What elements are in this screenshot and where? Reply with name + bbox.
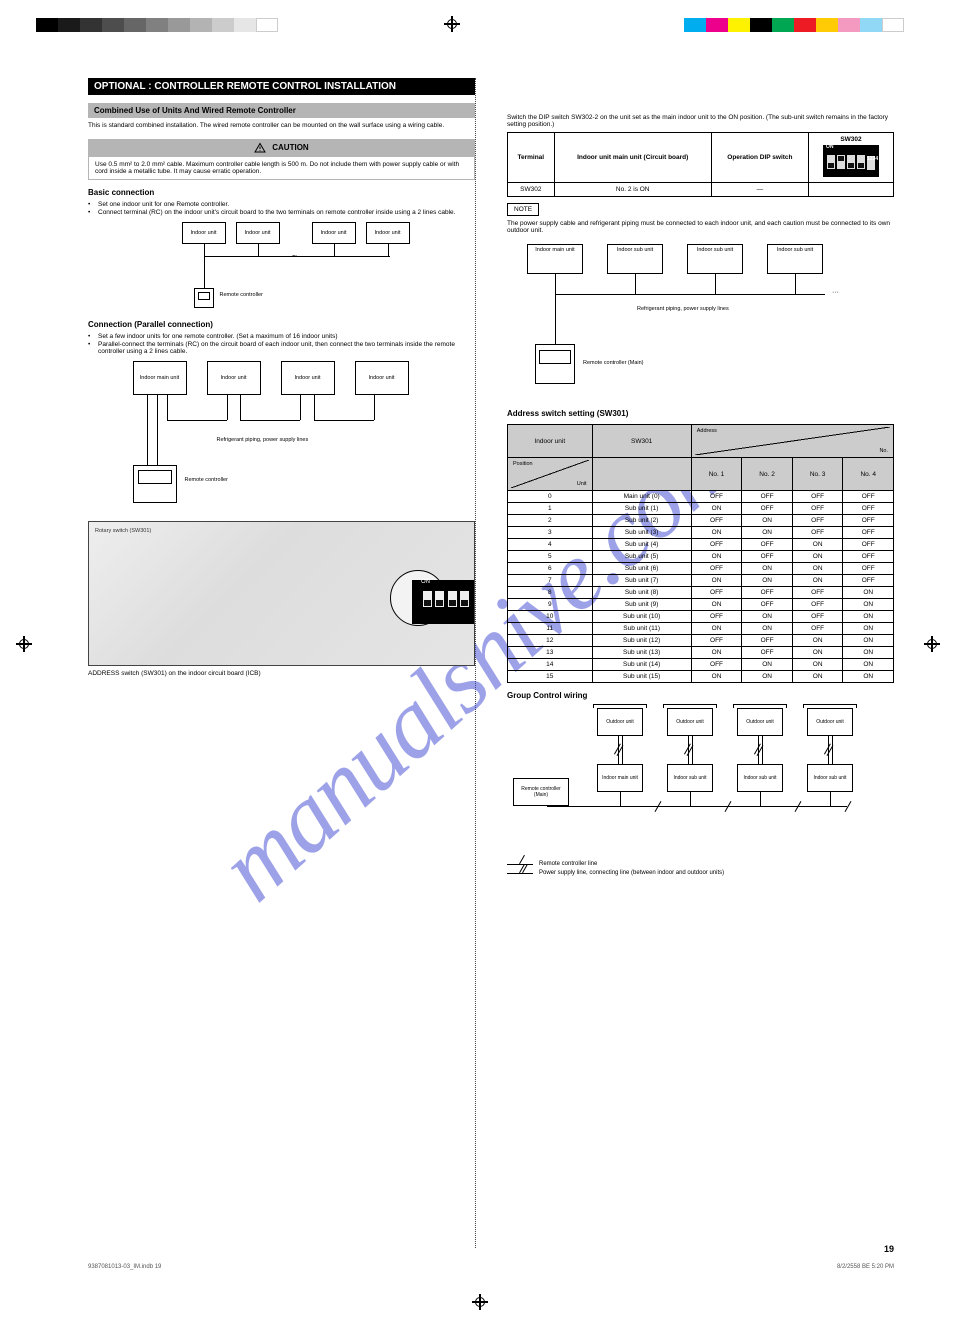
section-title: OPTIONAL : CONTROLLER REMOTE CONTROL INS…	[88, 78, 475, 95]
basic-bullets: •Set one indoor unit for one Remote cont…	[88, 201, 475, 216]
dip-switch-table: Terminal Indoor unit main unit (Circuit …	[507, 132, 894, 197]
pcb-caption: ADDRESS switch (SW301) on the indoor cir…	[88, 670, 475, 677]
table-row: 9Sub unit (9)ONOFFOFFON	[508, 599, 894, 611]
table-row: 12Sub unit (12)OFFOFFONON	[508, 635, 894, 647]
page-number: 19	[884, 1244, 894, 1254]
table-row: 7Sub unit (7)ONONONOFF	[508, 575, 894, 587]
footer-date: 8/2/2558 BE 5:20 PM	[837, 1264, 894, 1270]
table-row: 13Sub unit (13)ONOFFONON	[508, 647, 894, 659]
caution-label: CAUTION	[272, 143, 308, 152]
note-label: NOTE	[507, 203, 539, 216]
caution-body: Use 0.5 mm² to 2.0 mm² cable. Maximum co…	[88, 157, 475, 180]
address-table: Indoor unit SW301 AddressNo. PositionUni…	[507, 424, 894, 683]
basic-header: Basic connection	[88, 188, 475, 197]
table-row: 8Sub unit (8)OFFOFFOFFON	[508, 587, 894, 599]
table-row: 5Sub unit (5)ONOFFONOFF	[508, 551, 894, 563]
right-column: Switch the DIP switch SW302-2 on the uni…	[507, 78, 894, 1276]
table-row: 10Sub unit (10)OFFONOFFON	[508, 611, 894, 623]
table-row: 4Sub unit (4)OFFOFFONOFF	[508, 539, 894, 551]
table-row: 6Sub unit (6)OFFONONOFF	[508, 563, 894, 575]
table-row: 2Sub unit (2)OFFONOFFOFF	[508, 515, 894, 527]
group-wiring-diagram: Outdoor unit Outdoor unit Outdoor unit O…	[507, 708, 894, 858]
dip-switch-callout: ON	[412, 580, 475, 624]
table-row: 11Sub unit (11)ONONOFFON	[508, 623, 894, 635]
print-grayscale-bar	[36, 18, 278, 32]
intro-text: This is standard combined installation. …	[88, 122, 475, 129]
table-row: 1Sub unit (1)ONOFFOFFOFF	[508, 503, 894, 515]
addr-table-title: Address switch setting (SW301)	[507, 409, 894, 418]
table-row: 14Sub unit (14)OFFONONON	[508, 659, 894, 671]
table-row: 3Sub unit (3)ONONOFFOFF	[508, 527, 894, 539]
reg-mark-icon	[16, 636, 32, 652]
reg-mark-icon	[444, 16, 460, 32]
parallel-header: Connection (Parallel connection)	[88, 320, 475, 329]
group-header: Group Control wiring	[507, 691, 894, 700]
reg-mark-icon	[924, 636, 940, 652]
note-body: The power supply cable and refrigerant p…	[507, 220, 894, 234]
legend-double: Power supply line, connecting line (betw…	[507, 870, 894, 876]
caution-box: CAUTION Use 0.5 mm² to 2.0 mm² cable. Ma…	[88, 139, 475, 180]
case2-intro: Switch the DIP switch SW302-2 on the uni…	[507, 114, 894, 128]
legend-single: Remote controller line	[507, 861, 894, 867]
pcb-photo: ON Rotary switch (SW301)	[88, 521, 475, 666]
parallel-connection-diagram: Indoor main unit Indoor unit Indoor unit…	[127, 361, 437, 511]
dip-switch-icon: ON 1234	[823, 145, 879, 177]
basic-connection-diagram: Indoor unit Indoor unit Indoor unit Indo…	[142, 222, 422, 312]
reg-mark-icon	[472, 1294, 488, 1310]
print-color-bar	[684, 18, 904, 32]
table-row: 15Sub unit (15)ONONONON	[508, 671, 894, 683]
subsection-title: Combined Use of Units And Wired Remote C…	[88, 103, 475, 118]
warning-icon	[254, 142, 266, 154]
parallel-bullets: •Set a few indoor units for one remote c…	[88, 333, 475, 355]
footer-file: 9387081013-03_IM.indb 19	[88, 1264, 161, 1270]
left-column: OPTIONAL : CONTROLLER REMOTE CONTROL INS…	[88, 78, 475, 1276]
bus-diagram: Indoor main unit Indoor sub unit Indoor …	[507, 244, 894, 399]
table-row: 0Main unit (0)OFFOFFOFFOFF	[508, 491, 894, 503]
